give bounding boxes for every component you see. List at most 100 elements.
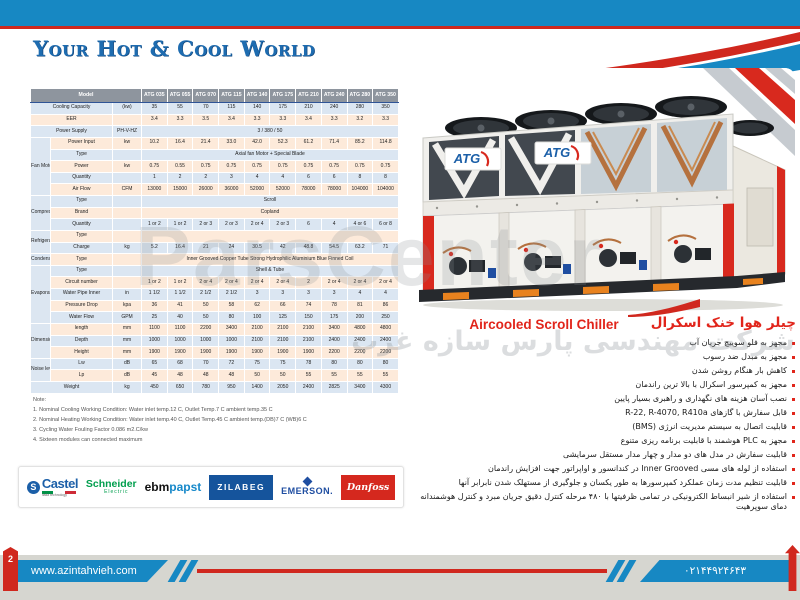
value-cell: 6 bbox=[295, 171, 322, 185]
phone-banner: ۰۲۱۴۴۹۲۴۶۴۳ bbox=[640, 560, 790, 582]
schneider-logo: Schneider Electric bbox=[86, 479, 137, 495]
top-blue-bar bbox=[0, 0, 800, 26]
value-cell: 55 bbox=[166, 102, 194, 115]
merged-value-cell: Scroll bbox=[141, 195, 399, 208]
row-label-cell: Type bbox=[50, 148, 113, 162]
value-cell: 1400 bbox=[243, 381, 271, 394]
value-cell: 70 bbox=[192, 357, 220, 371]
ebm-logo-text: ebm bbox=[144, 480, 170, 494]
spec-row: CondenserType Inner Grooved Copper Tube S… bbox=[30, 253, 399, 266]
group-label-cell: Compressor bbox=[30, 195, 51, 231]
value-cell: 52000 bbox=[269, 183, 297, 196]
spec-row: Noise levelLwdB65687072757578808080 bbox=[30, 357, 399, 383]
value-cell: 3.4 bbox=[218, 113, 245, 127]
value-cell: 2 or 4 bbox=[346, 276, 374, 289]
zilabeg-logo: ZILABEG bbox=[209, 474, 274, 500]
note-line: 3. Cycling Water Fouling Factor 0.086 m2… bbox=[33, 426, 149, 433]
spec-row: Dimensionlengthmm11001100220034002100210… bbox=[30, 322, 399, 359]
group-label-cell: Evaporator bbox=[30, 264, 51, 324]
value-cell: 0.75 bbox=[218, 160, 245, 173]
row-label-cell: Circuit number bbox=[50, 276, 113, 289]
value-cell: 55 bbox=[320, 369, 348, 382]
photo-corner-red-band bbox=[735, 68, 795, 124]
value-cell: 3.3 bbox=[243, 113, 271, 127]
photo-corner-gray-band bbox=[703, 68, 795, 156]
value-cell: 3.4 bbox=[295, 113, 322, 127]
unit-cell: mm bbox=[111, 322, 143, 336]
value-cell: 80 bbox=[218, 311, 245, 324]
feature-item: نصب آسان هزینه های نگهداری و راهبری بسیا… bbox=[406, 394, 796, 404]
value-cell: 4 bbox=[346, 288, 374, 301]
merged-value-cell: Shell & Tube bbox=[141, 264, 399, 278]
unit-cell: kw bbox=[111, 160, 143, 173]
value-cell: 114.8 bbox=[372, 136, 399, 150]
value-cell: 24 bbox=[218, 241, 245, 255]
value-cell: 52000 bbox=[243, 183, 271, 196]
value-cell: 210 bbox=[295, 102, 322, 115]
row-label-cell: Type bbox=[50, 195, 113, 208]
model-col-header: ATG 280 bbox=[346, 88, 374, 103]
row-label-cell: EER bbox=[30, 113, 113, 127]
row-label-cell: Quantity bbox=[50, 218, 113, 231]
value-cell: 63.2 bbox=[346, 241, 374, 255]
value-cell: 1 or 2 bbox=[141, 276, 168, 289]
value-cell: 71 bbox=[372, 241, 399, 255]
note-line: 4. Sixteen modules can connected maximum bbox=[33, 436, 143, 443]
value-cell: 33.0 bbox=[218, 136, 245, 150]
row-label-cell: Power bbox=[50, 160, 113, 173]
value-cell: 45 bbox=[141, 369, 168, 382]
merged-value-cell bbox=[141, 229, 399, 243]
group-label-cell: Dimension bbox=[30, 322, 51, 359]
value-cell: 1 or 2 bbox=[166, 276, 194, 289]
product-photo: ATG ATG bbox=[403, 68, 795, 312]
value-cell: 175 bbox=[320, 311, 348, 324]
value-cell: 1900 bbox=[192, 346, 220, 359]
value-cell: 2400 bbox=[372, 334, 399, 348]
value-cell: 85.2 bbox=[346, 136, 374, 150]
product-title-en: Aircooled Scroll Chiller bbox=[469, 317, 619, 332]
value-cell: 950 bbox=[218, 381, 245, 394]
feature-item: قابلیت تنظیم مدت زمان عملکرد کمپرسورها ب… bbox=[406, 478, 796, 488]
emerson-logo-text: EMERSON. bbox=[281, 486, 334, 496]
group-label-cell: Noise level bbox=[30, 357, 51, 383]
value-cell: 55 bbox=[295, 369, 322, 382]
value-cell: 5.2 bbox=[141, 241, 168, 255]
value-cell: 140 bbox=[243, 102, 271, 115]
value-cell: 75 bbox=[269, 357, 297, 371]
row-label-cell: length bbox=[50, 322, 113, 336]
partner-logos-bar: S Castel italia technology Schneider Ele… bbox=[18, 466, 404, 508]
value-cell: 16.4 bbox=[166, 136, 194, 150]
value-cell: 42.0 bbox=[243, 136, 271, 150]
value-cell: 35 bbox=[141, 102, 168, 115]
row-label-cell: Charge bbox=[50, 241, 113, 255]
unit-cell bbox=[111, 276, 143, 289]
value-cell: 86 bbox=[372, 299, 399, 313]
value-cell: 10.2 bbox=[141, 136, 168, 150]
value-cell: 78 bbox=[320, 299, 348, 313]
value-cell: 3 bbox=[243, 288, 271, 301]
value-cell: 4 bbox=[372, 288, 399, 301]
unit-cell bbox=[111, 148, 143, 162]
merged-value-cell: 3 / 380 / 50 bbox=[141, 125, 399, 138]
value-cell: 25 bbox=[141, 311, 168, 324]
group-label-cell: Condenser bbox=[30, 253, 51, 266]
atg-logo-plate: ATG bbox=[534, 141, 592, 165]
value-cell: 0.75 bbox=[243, 160, 271, 173]
schneider-logo-sub: Electric bbox=[104, 488, 129, 495]
spec-row: RefrigerantType bbox=[30, 229, 399, 255]
spec-row: EvaporatorType Shell & Tube bbox=[30, 264, 399, 324]
unit-cell bbox=[111, 113, 143, 127]
value-cell: 65 bbox=[141, 357, 168, 371]
emerson-diamond-icon bbox=[302, 476, 313, 487]
row-label-cell: Depth bbox=[50, 334, 113, 348]
value-cell: 4 or 6 bbox=[346, 218, 374, 231]
website-banner: www.azintahvieh.com bbox=[18, 560, 168, 582]
decor-red-tail bbox=[628, 299, 700, 317]
unit-cell: kg bbox=[111, 381, 143, 394]
unit-cell bbox=[111, 206, 143, 220]
brand-tagline: Your Hot & Cool World bbox=[33, 36, 316, 61]
value-cell: 1900 bbox=[218, 346, 245, 359]
value-cell: 2 or 4 bbox=[372, 276, 399, 289]
row-label-cell: Lw bbox=[50, 357, 113, 371]
feature-item: کاهش بار هنگام روشن شدن bbox=[406, 366, 796, 376]
